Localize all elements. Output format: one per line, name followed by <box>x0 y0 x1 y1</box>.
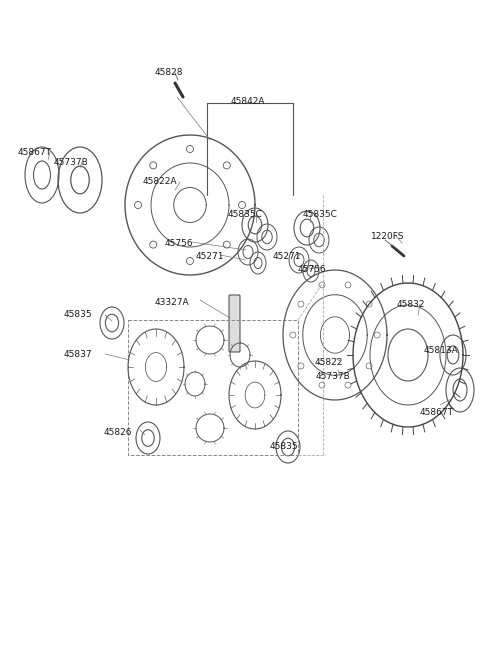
Text: 45271: 45271 <box>273 252 301 261</box>
Text: 45842A: 45842A <box>231 97 265 106</box>
Text: 1220FS: 1220FS <box>371 232 405 241</box>
Text: 45832: 45832 <box>397 300 425 309</box>
Text: 45822A: 45822A <box>143 177 178 186</box>
Text: 45756: 45756 <box>165 239 193 248</box>
Text: 45822: 45822 <box>315 358 343 367</box>
Text: 45826: 45826 <box>104 428 132 437</box>
Text: 45835: 45835 <box>64 310 93 319</box>
Text: 45867T: 45867T <box>420 408 454 417</box>
Text: 45837: 45837 <box>64 350 93 359</box>
Text: 45813A: 45813A <box>424 346 459 355</box>
Text: 45835C: 45835C <box>228 210 263 219</box>
Text: 45828: 45828 <box>155 68 183 77</box>
Text: 45737B: 45737B <box>316 372 351 381</box>
Text: 45737B: 45737B <box>54 158 89 167</box>
FancyBboxPatch shape <box>229 295 240 352</box>
Text: 45867T: 45867T <box>18 148 52 157</box>
Text: 45756: 45756 <box>298 265 326 274</box>
Text: 45835C: 45835C <box>303 210 338 219</box>
Text: 43327A: 43327A <box>155 298 190 307</box>
Text: 45271: 45271 <box>196 252 225 261</box>
Text: 45835: 45835 <box>270 442 299 451</box>
